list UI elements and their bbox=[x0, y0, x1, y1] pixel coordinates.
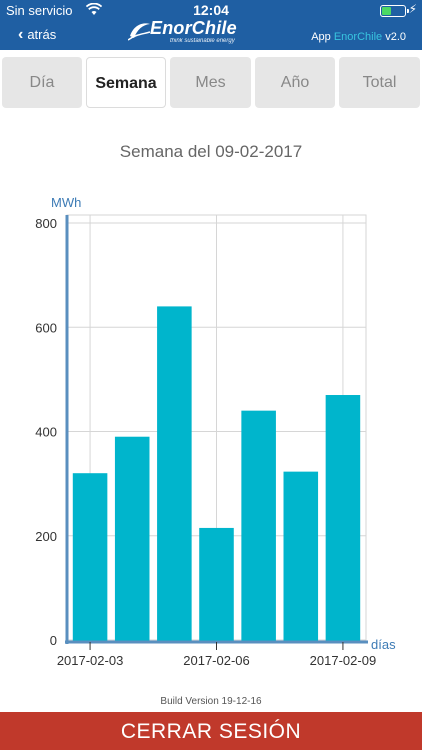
bar-2017-02-07 bbox=[241, 410, 276, 642]
status-bar: Sin servicio 12:04 ⚡ bbox=[0, 0, 422, 20]
battery-icon bbox=[380, 5, 409, 17]
bar-2017-02-06 bbox=[199, 527, 234, 642]
y-tick-label: 800 bbox=[35, 216, 57, 231]
wifi-icon bbox=[86, 3, 102, 15]
tab-label: Semana bbox=[95, 75, 157, 92]
tab-total[interactable]: Total bbox=[339, 57, 420, 108]
tab-label: Total bbox=[362, 74, 397, 91]
tab-dia[interactable]: Día bbox=[2, 57, 82, 108]
logout-button[interactable]: CERRAR SESIÓN bbox=[0, 712, 422, 750]
period-tabs: Día Semana Mes Año Total bbox=[0, 57, 422, 109]
back-button[interactable]: ‹ atrás bbox=[18, 26, 57, 43]
y-tick-label: 0 bbox=[50, 633, 57, 648]
tab-label: Mes bbox=[195, 74, 226, 91]
logo-tagline: think sustainable energy bbox=[170, 38, 235, 44]
tab-label: Año bbox=[280, 74, 310, 91]
app-header: Sin servicio 12:04 ⚡ ‹ atrás EnorChile t… bbox=[0, 0, 422, 50]
logo-swirl-icon bbox=[128, 23, 151, 41]
chart-title: Semana del 09-02-2017 bbox=[119, 142, 303, 161]
x-axis-label: días bbox=[371, 637, 396, 652]
y-axis-label: MWh bbox=[51, 195, 81, 210]
enorchile-logo: EnorChile think sustainable energy bbox=[128, 18, 258, 46]
y-tick-label: 600 bbox=[35, 320, 57, 335]
y-tick-label: 400 bbox=[35, 425, 57, 440]
chevron-left-icon: ‹ bbox=[18, 26, 24, 43]
clock: 12:04 bbox=[193, 2, 229, 18]
tab-mes[interactable]: Mes bbox=[170, 57, 251, 108]
x-tick-label: 2017-02-03 bbox=[57, 653, 124, 668]
bar-2017-02-03 bbox=[72, 473, 108, 642]
tab-semana[interactable]: Semana bbox=[86, 57, 166, 108]
tab-ano[interactable]: Año bbox=[255, 57, 335, 108]
bar-2017-02-05 bbox=[157, 306, 192, 642]
carrier-label: Sin servicio bbox=[6, 3, 73, 18]
x-tick-label: 2017-02-09 bbox=[310, 653, 377, 668]
charging-bolt-icon: ⚡ bbox=[408, 2, 417, 16]
y-tick-label: 200 bbox=[35, 529, 57, 544]
build-version: Build Version 19-12-16 bbox=[160, 696, 262, 707]
tab-label: Día bbox=[29, 74, 55, 91]
bar-2017-02-09 bbox=[325, 395, 361, 642]
logo-text: EnorChile bbox=[150, 18, 237, 38]
weekly-energy-chart: 0 200 400 600 800 2017-02-03 2017-02-06 2017-02… bbox=[35, 195, 396, 668]
bar-2017-02-08 bbox=[283, 471, 319, 642]
app-prefix: App bbox=[311, 31, 331, 43]
app-brand: EnorChile bbox=[333, 31, 383, 43]
x-tick-label: 2017-02-06 bbox=[183, 653, 250, 668]
app-version-number: v2.0 bbox=[385, 31, 406, 43]
app-version: App EnorChile v2.0 bbox=[311, 31, 406, 43]
back-label: atrás bbox=[27, 27, 57, 42]
bar-2017-02-04 bbox=[114, 436, 150, 642]
